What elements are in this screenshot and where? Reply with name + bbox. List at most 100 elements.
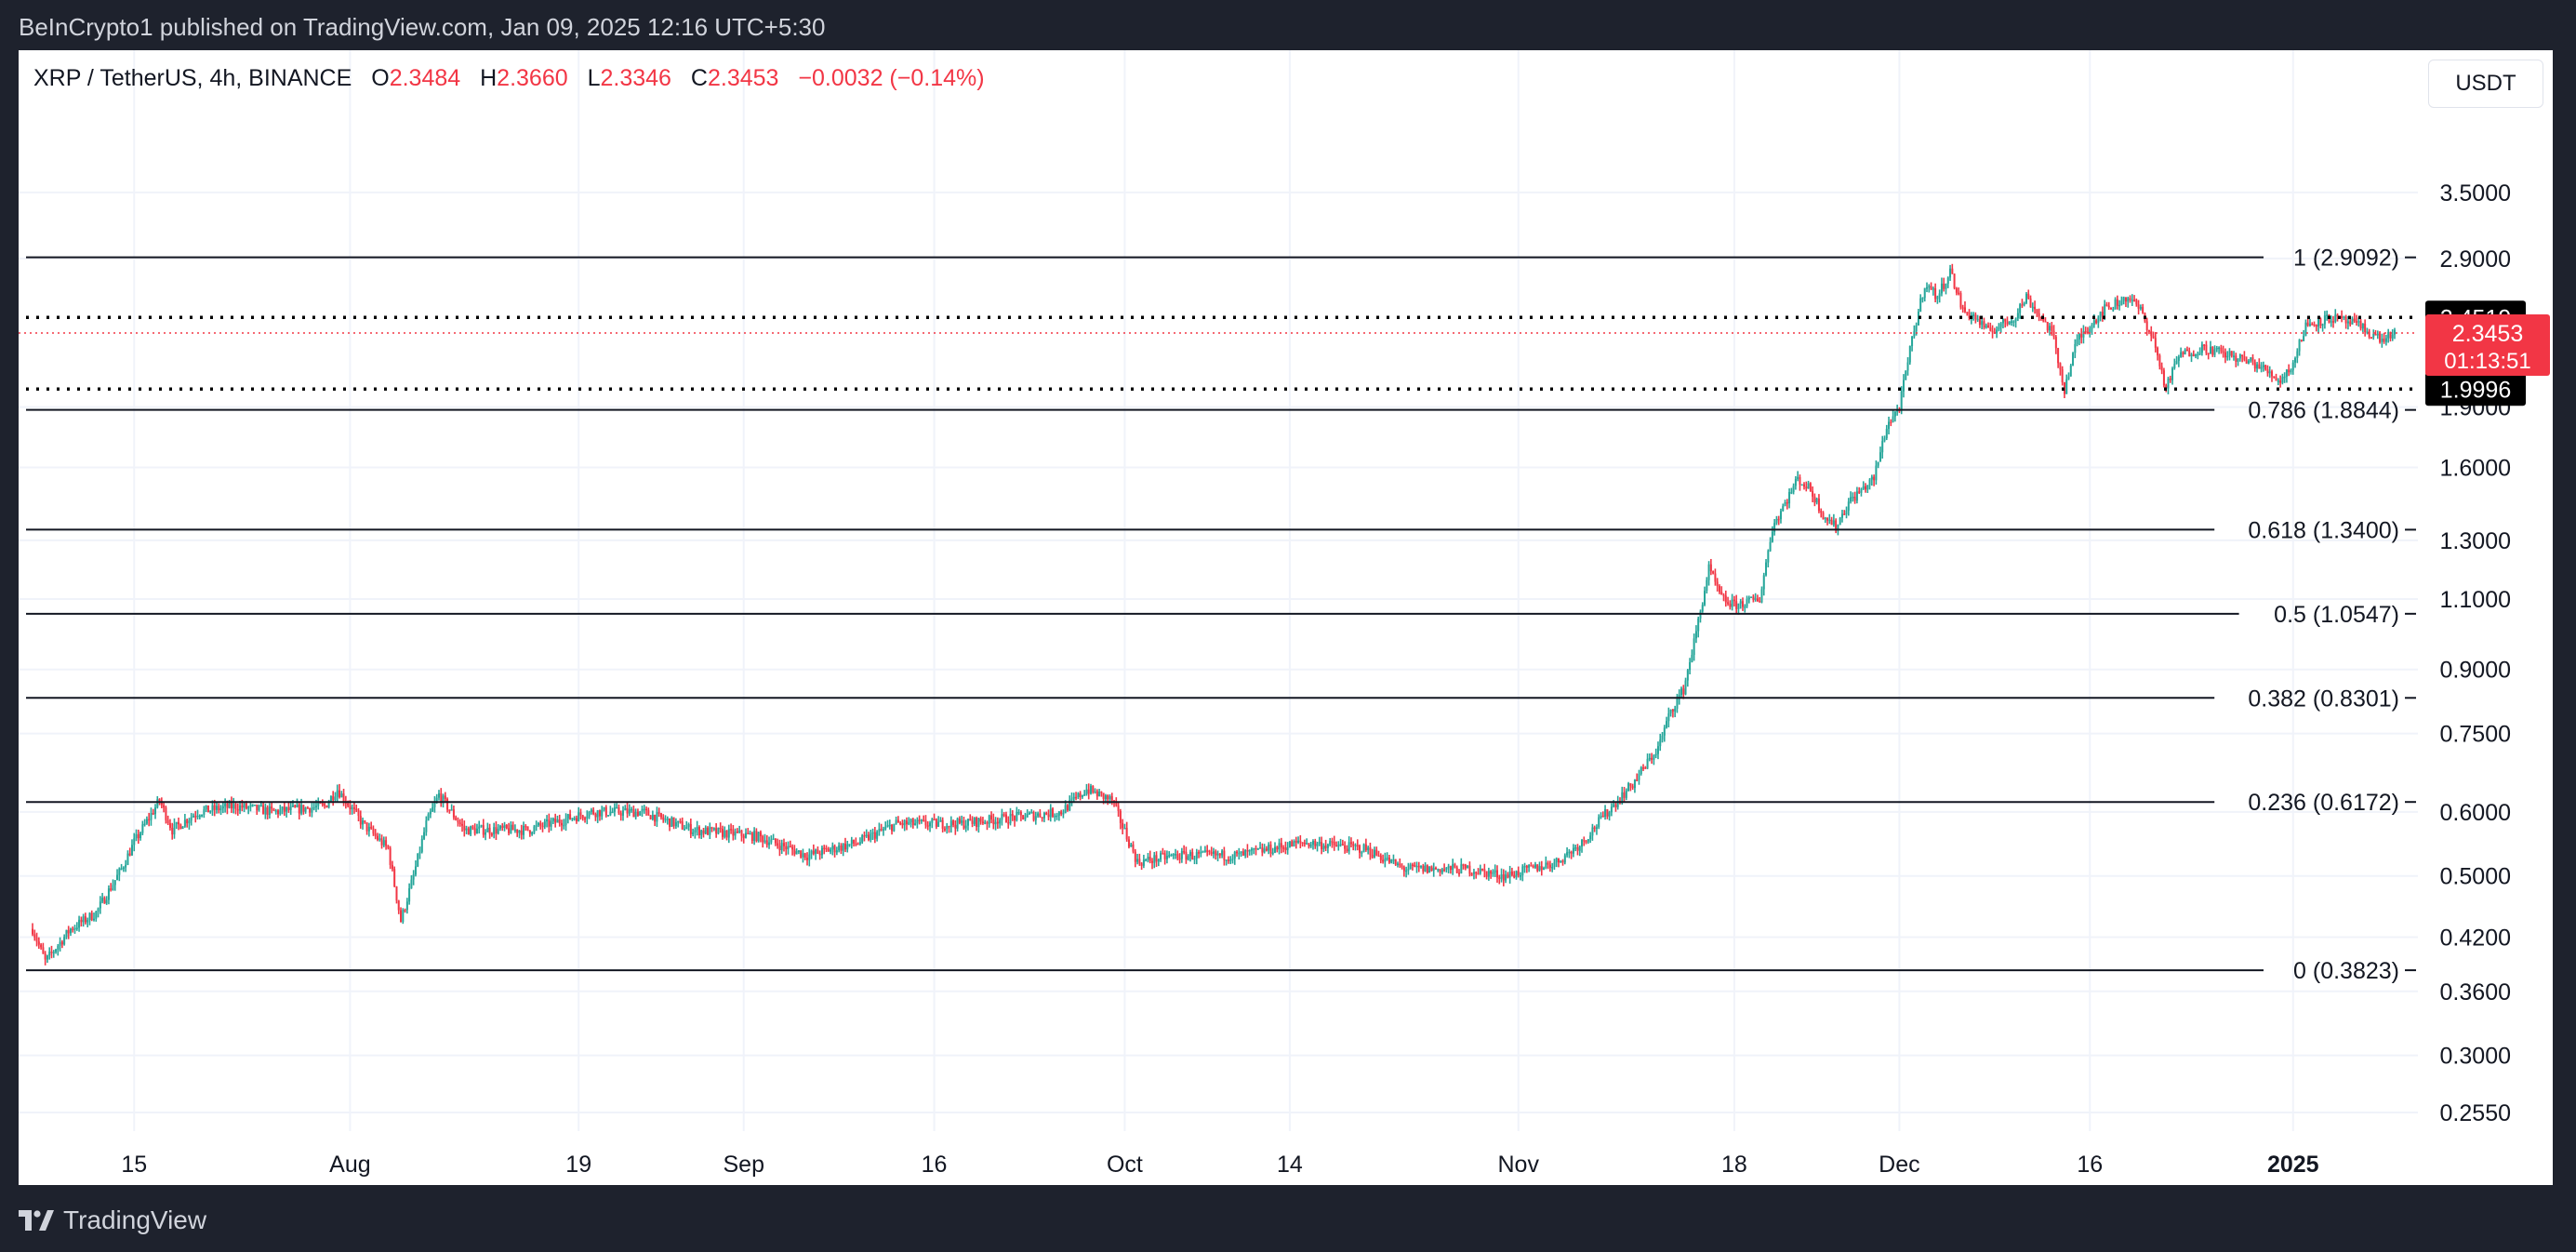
candle-body [1604,809,1607,818]
candle-body [1972,314,1975,316]
candle-body [46,955,48,960]
candle-body [812,850,815,854]
candle-body [329,795,332,803]
candle-body [893,823,896,832]
candle-body [116,874,119,881]
candle-body [1900,391,1903,411]
candle-body [537,822,539,826]
candle-body [1613,804,1615,807]
candle-body [82,916,85,923]
candle-body [1176,854,1179,859]
candle-body [1718,586,1720,593]
candle-body [1873,476,1876,481]
candle-body [1727,602,1730,605]
candle-body [2270,371,2273,377]
candle-body [1203,850,1206,852]
candle-body [2169,378,2171,380]
candle-body [548,819,551,827]
candle-body [1739,601,1742,604]
candle-body [1291,841,1294,847]
currency-button[interactable]: USDT [2428,60,2543,108]
candle-body [393,869,396,887]
candle-body [931,819,934,823]
candle-body [2059,363,2062,370]
candle-body [1170,854,1173,857]
candle-body [1697,619,1700,632]
candle-body [67,929,70,934]
candle-body [402,910,405,923]
candle-body [234,804,237,809]
candle-body [1684,680,1687,695]
candle-body [2142,307,2144,313]
candle-body [1030,812,1033,814]
candle-body [772,838,775,840]
candle-body [664,819,667,821]
candle-body [179,824,182,830]
candle-body [719,827,722,830]
candle-body [143,823,146,826]
candle-body [2273,376,2276,378]
candle-body [498,825,501,829]
candle-body [694,830,697,833]
candle-body [1430,866,1433,871]
candle-body [759,832,762,837]
candle-body [2039,316,2042,319]
candle-body [2387,332,2390,339]
candle-body [412,874,415,880]
candle-body [2105,304,2108,306]
tradingview-footer[interactable]: TradingView [19,1205,206,1235]
candle-body [1142,859,1145,866]
candle-body [1276,846,1279,850]
candle-body [2303,336,2305,341]
candle-body [418,851,421,854]
candle-body [1145,859,1148,861]
candle-body [1996,329,1998,334]
candle-body [192,816,194,818]
candle-body [1037,813,1040,817]
candle-body [765,840,768,846]
candle-body [2124,297,2127,302]
candle-body [264,806,267,815]
candle-body [2376,333,2379,336]
candle-body [1359,846,1361,853]
x-tick-label: 14 [1277,1152,1303,1178]
candle-body [687,824,690,828]
candle-body [946,825,949,830]
candle-body [2095,320,2098,324]
candle-body [126,853,129,865]
symbol-label: XRP / TetherUS, 4h, BINANCE [33,65,352,91]
candle-body [387,846,390,848]
candle-body [785,846,788,850]
candle-body [1227,859,1229,861]
candle-body [2315,325,2317,327]
candle-body [1242,851,1244,856]
candle-body [2152,336,2155,339]
candle-body [1800,484,1803,486]
close-value: 2.3453 [707,65,779,91]
candle-body [1092,786,1095,792]
candle-body [365,822,368,832]
candle-body [457,819,459,823]
candle-body [2370,337,2372,340]
candle-body [1341,844,1344,846]
candle-body [1926,286,1929,289]
candle-body [1420,865,1423,868]
candle-body [2243,356,2246,360]
candle-body [1747,597,1750,600]
candle-body [1322,846,1325,850]
candle-body [2065,379,2068,394]
candle-body [2131,300,2133,301]
candle-body [1720,592,1723,595]
candle-body [622,810,624,816]
candle-body [1538,866,1541,872]
candle-body [1797,476,1799,479]
candle-body [1321,842,1323,850]
candle-body [1502,874,1505,881]
candle-body [768,842,771,846]
price-chart[interactable]: 1 (2.9092) 0.786 (1.8844) 0.618 (1.3400) 0.… [19,50,2553,1185]
candle-body [1676,699,1679,709]
candle-body [617,806,620,814]
candle-body [190,817,193,821]
candle-body [1566,852,1569,856]
candle-body [1057,811,1060,816]
